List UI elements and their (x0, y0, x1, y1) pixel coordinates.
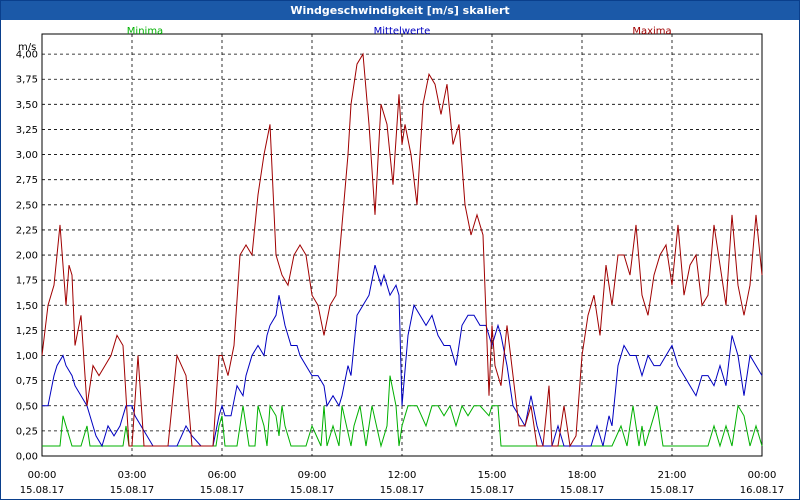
legend-maxima: Maxima (632, 26, 671, 37)
series-line-minima (42, 375, 763, 448)
y-tick-label: 0,00 (16, 452, 38, 463)
x-tick-time-label: 03:00 (118, 470, 147, 481)
legend-mittelwerte: Mittelwerte (374, 26, 431, 37)
legend-minima: Minima (127, 26, 163, 37)
x-axis-ticks: 00:00 15.08.17 03:00 15.08.17 06:00 15.08.17 0… (20, 470, 785, 496)
series-lines (41, 52, 763, 448)
x-tick-date-label: 15.08.17 (470, 485, 515, 496)
x-tick-time-label: 09:00 (298, 470, 327, 481)
y-tick-label: 2,25 (16, 225, 38, 236)
y-tick-label: 2,75 (16, 175, 38, 186)
y-axis-ticks: 0,00 0,25 0,50 0,75 1,00 1,25 1,50 1,75 2,00 2,25… (16, 50, 38, 463)
y-tick-label: 3,75 (16, 75, 38, 86)
y-tick-label: 0,25 (16, 426, 38, 437)
y-tick-label: 1,75 (16, 276, 38, 287)
x-tick-date-label: 15.08.17 (380, 485, 425, 496)
x-tick-date-label: 15.08.17 (650, 485, 695, 496)
series-line-maxima (41, 52, 763, 448)
x-tick-date-label: 15.08.17 (560, 485, 605, 496)
y-tick-label: 3,50 (16, 100, 38, 111)
y-tick-label: 1,50 (16, 301, 38, 312)
x-tick-date-label: 15.08.17 (200, 485, 245, 496)
y-tick-label: 1,25 (16, 326, 38, 337)
y-tick-label: 0,50 (16, 401, 38, 412)
y-tick-label: 2,50 (16, 200, 38, 211)
x-tick-time-label: 06:00 (208, 470, 237, 481)
x-tick-time-label: 18:00 (568, 470, 597, 481)
x-tick-date-label: 15.08.17 (20, 485, 65, 496)
x-tick-time-label: 00:00 (748, 470, 777, 481)
y-tick-label: 2,00 (16, 251, 38, 262)
x-tick-date-label: 16.08.17 (740, 485, 785, 496)
x-tick-time-label: 15:00 (478, 470, 507, 481)
x-tick-time-label: 12:00 (388, 470, 417, 481)
window-title: Windgeschwindigkeit [m/s] skaliert (1, 1, 799, 20)
y-tick-label: 1,00 (16, 351, 38, 362)
y-axis-label: m/s (18, 42, 36, 53)
x-tick-time-label: 21:00 (658, 470, 687, 481)
grid-lines (42, 34, 762, 457)
x-tick-date-label: 15.08.17 (290, 485, 335, 496)
y-tick-label: 0,75 (16, 376, 38, 387)
x-tick-date-label: 15.08.17 (110, 485, 155, 496)
y-tick-label: 4,00 (16, 50, 38, 61)
x-tick-time-label: 00:00 (28, 470, 57, 481)
y-tick-label: 3,25 (16, 125, 38, 136)
y-tick-label: 3,00 (16, 150, 38, 161)
